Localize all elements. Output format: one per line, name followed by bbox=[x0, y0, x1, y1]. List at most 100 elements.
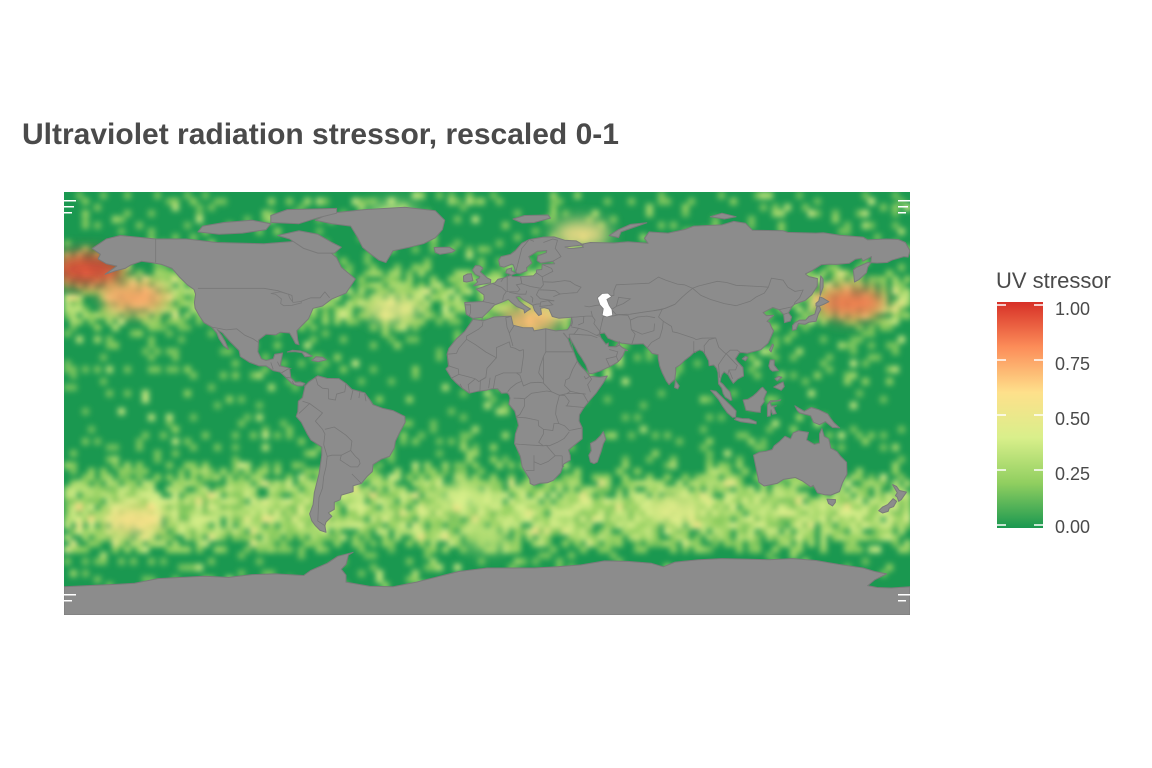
stressor-cell bbox=[100, 192, 107, 199]
stressor-cell bbox=[328, 534, 335, 541]
stressor-cell bbox=[430, 492, 437, 499]
stressor-cell bbox=[94, 576, 101, 583]
stressor-cell bbox=[322, 198, 329, 205]
stressor-cell bbox=[898, 498, 905, 505]
stressor-cell bbox=[766, 498, 773, 505]
stressor-cell bbox=[388, 282, 395, 289]
stressor-cell bbox=[712, 534, 719, 541]
stressor-cell bbox=[418, 486, 425, 493]
stressor-cell bbox=[538, 522, 545, 529]
stressor-cell bbox=[226, 528, 233, 535]
stressor-cell bbox=[394, 342, 401, 349]
stressor-cell bbox=[874, 318, 881, 325]
stressor-cell bbox=[586, 216, 593, 223]
stressor-cell bbox=[574, 192, 581, 199]
stressor-cell bbox=[316, 534, 323, 541]
stressor-cell bbox=[586, 510, 593, 517]
landmass-greenland bbox=[314, 206, 446, 263]
stressor-cell bbox=[430, 276, 437, 283]
stressor-cell bbox=[76, 504, 83, 511]
stressor-cell bbox=[208, 516, 215, 523]
stressor-cell bbox=[760, 504, 767, 511]
stressor-cell bbox=[742, 534, 749, 541]
stressor-cell bbox=[130, 540, 137, 547]
stressor-cell bbox=[160, 432, 167, 439]
stressor-cell bbox=[898, 522, 905, 529]
stressor-cell bbox=[358, 504, 365, 511]
stressor-cell bbox=[904, 492, 910, 499]
stressor-cell bbox=[520, 498, 527, 505]
stressor-cell bbox=[832, 264, 839, 271]
stressor-cell bbox=[886, 270, 893, 277]
stressor-cell bbox=[304, 480, 311, 487]
stressor-cell bbox=[418, 516, 425, 523]
stressor-cell bbox=[748, 516, 755, 523]
country-border bbox=[558, 423, 583, 431]
stressor-cell bbox=[850, 318, 857, 325]
stressor-cell bbox=[538, 552, 545, 559]
stressor-cell bbox=[334, 516, 341, 523]
stressor-cell bbox=[454, 216, 461, 223]
stressor-cell bbox=[382, 582, 389, 589]
landmass-borneo bbox=[742, 386, 768, 413]
stressor-cell bbox=[358, 492, 365, 499]
stressor-cell bbox=[664, 528, 671, 535]
stressor-cell bbox=[682, 534, 689, 541]
stressor-cell bbox=[886, 522, 893, 529]
stressor-cell bbox=[532, 522, 539, 529]
stressor-cell bbox=[334, 528, 341, 535]
stressor-cell bbox=[844, 510, 851, 517]
stressor-cell bbox=[70, 486, 77, 493]
stressor-cell bbox=[784, 498, 791, 505]
stressor-cell bbox=[310, 306, 317, 313]
stressor-cell bbox=[100, 528, 107, 535]
map-panel bbox=[64, 192, 910, 615]
stressor-cell bbox=[280, 504, 287, 511]
stressor-cell bbox=[490, 396, 497, 403]
stressor-cell bbox=[724, 486, 731, 493]
stressor-cell bbox=[316, 198, 323, 205]
stressor-cell bbox=[100, 504, 107, 511]
stressor-cell bbox=[400, 282, 407, 289]
stressor-cell bbox=[64, 534, 71, 541]
stressor-cell bbox=[514, 540, 521, 547]
stressor-cell bbox=[370, 492, 377, 499]
stressor-cell bbox=[616, 492, 623, 499]
stressor-cell bbox=[172, 522, 179, 529]
stressor-cell bbox=[892, 540, 899, 547]
country-border bbox=[663, 320, 716, 341]
stressor-cell bbox=[310, 492, 317, 499]
stressor-cell bbox=[160, 528, 167, 535]
country-border bbox=[725, 349, 742, 355]
stressor-cell bbox=[460, 414, 467, 421]
stressor-cell bbox=[106, 480, 113, 487]
stressor-cell bbox=[202, 522, 209, 529]
stressor-cell bbox=[70, 306, 77, 313]
stressor-cell bbox=[886, 528, 893, 535]
stressor-cell bbox=[628, 486, 635, 493]
stressor-cell bbox=[82, 516, 89, 523]
stressor-cell bbox=[70, 510, 77, 517]
stressor-cell bbox=[700, 396, 707, 403]
stressor-cell bbox=[400, 294, 407, 301]
stressor-cell bbox=[250, 492, 257, 499]
country-border bbox=[631, 323, 655, 335]
stressor-cell bbox=[496, 240, 503, 247]
stressor-cell bbox=[616, 498, 623, 505]
stressor-cell bbox=[172, 354, 179, 361]
stressor-cell bbox=[718, 498, 725, 505]
stressor-cell bbox=[472, 198, 479, 205]
stressor-cell bbox=[376, 510, 383, 517]
stressor-cell bbox=[514, 234, 521, 241]
country-border bbox=[532, 303, 541, 306]
stressor-cell bbox=[400, 432, 407, 439]
landmass-sri-lanka bbox=[674, 380, 680, 390]
lake-layer bbox=[270, 291, 614, 318]
stressor-cell bbox=[364, 252, 371, 259]
stressor-cell bbox=[754, 444, 761, 451]
stressor-cell bbox=[496, 522, 503, 529]
stressor-cell bbox=[190, 522, 197, 529]
stressor-cell bbox=[340, 258, 347, 265]
stressor-cell bbox=[208, 504, 215, 511]
stressor-cell bbox=[394, 522, 401, 529]
